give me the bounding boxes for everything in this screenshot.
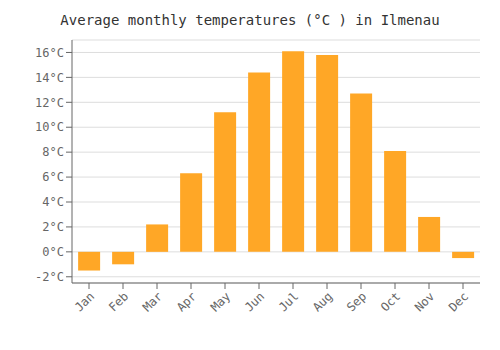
svg-text:10°C: 10°C — [35, 120, 64, 134]
svg-text:Jun: Jun — [242, 289, 267, 314]
svg-text:2°C: 2°C — [42, 220, 64, 234]
svg-text:Mar: Mar — [140, 289, 165, 314]
svg-text:6°C: 6°C — [42, 170, 64, 184]
svg-text:-2°C: -2°C — [35, 270, 64, 284]
svg-text:Aug: Aug — [310, 289, 335, 314]
svg-text:12°C: 12°C — [35, 96, 64, 110]
svg-text:Apr: Apr — [174, 289, 199, 314]
svg-text:4°C: 4°C — [42, 195, 64, 209]
svg-text:Dec: Dec — [446, 289, 471, 314]
svg-text:May: May — [208, 289, 233, 314]
svg-text:Oct: Oct — [378, 289, 403, 314]
svg-text:8°C: 8°C — [42, 145, 64, 159]
svg-text:Jan: Jan — [72, 289, 97, 314]
svg-text:16°C: 16°C — [35, 46, 64, 60]
svg-text:0°C: 0°C — [42, 245, 64, 259]
svg-text:Nov: Nov — [412, 289, 437, 314]
svg-text:14°C: 14°C — [35, 71, 64, 85]
html-text:Average monthly temperatures (: Average monthly temperatures (°C ) in Il… — [60, 12, 440, 28]
svg-text:Feb: Feb — [106, 289, 131, 314]
svg-text:Jul: Jul — [276, 289, 301, 314]
svg-text:Sep: Sep — [344, 289, 369, 314]
